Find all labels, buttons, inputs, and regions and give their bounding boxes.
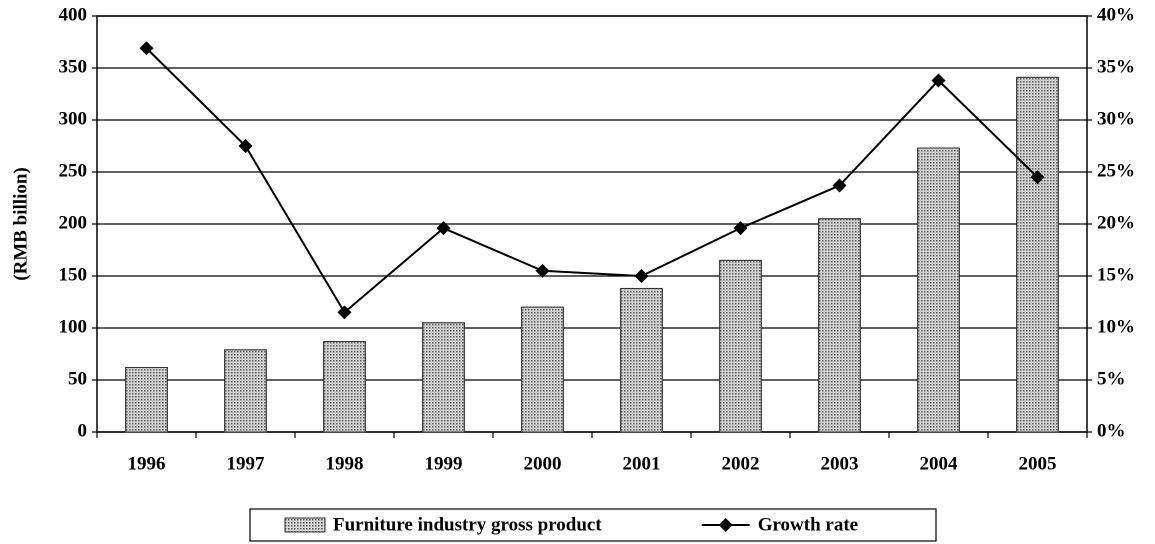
marker (1030, 170, 1045, 185)
x-tick-label: 2001 (623, 453, 661, 474)
x-tick-label: 2003 (821, 453, 859, 474)
y-tick-label: 50 (68, 368, 87, 389)
legend-box (249, 508, 937, 542)
y2-tick-label: 0% (1097, 420, 1126, 441)
x-tick-label: 2004 (920, 453, 959, 474)
marker (832, 178, 847, 193)
legend-label: Growth rate (758, 514, 858, 535)
x-tick-label: 2005 (1019, 453, 1057, 474)
bar (125, 367, 168, 433)
bar (818, 218, 861, 433)
bar (620, 287, 663, 433)
y-tick-label: 350 (59, 56, 88, 77)
bar (224, 349, 267, 433)
y-tick-label: 300 (59, 108, 88, 129)
y2-tick-label: 40% (1097, 4, 1135, 25)
x-tick-label: 1999 (425, 453, 463, 474)
bar (521, 306, 564, 433)
y-tick-label: 150 (59, 264, 88, 285)
y-tick-label: 250 (59, 160, 88, 181)
y2-tick-label: 35% (1097, 56, 1135, 77)
y2-tick-label: 5% (1097, 368, 1126, 389)
bar (1016, 76, 1059, 433)
marker (436, 221, 451, 236)
line (145, 47, 1039, 314)
x-tick-label: 2000 (524, 453, 562, 474)
y2-tick-label: 10% (1097, 316, 1135, 337)
marker (931, 73, 946, 88)
marker (139, 41, 154, 56)
marker (634, 269, 649, 283)
y2-tick-label: 30% (1097, 108, 1135, 129)
legend-swatch (284, 517, 326, 533)
bar (719, 259, 762, 433)
y-tick-label: 100 (59, 316, 88, 337)
y-axis-label: (RMB billion) (10, 167, 31, 280)
x-tick-label: 2002 (722, 453, 760, 474)
y2-tick-label: 20% (1097, 212, 1135, 233)
y-tick-label: 200 (59, 212, 88, 233)
y2-tick-label: 15% (1097, 264, 1135, 285)
y-tick-label: 0 (78, 420, 88, 441)
marker (733, 221, 748, 236)
legend-label: Furniture industry gross product (333, 514, 602, 535)
bar (917, 147, 960, 433)
x-tick-label: 1998 (326, 453, 364, 474)
x-tick-label: 1997 (227, 453, 266, 474)
legend-marker (718, 518, 733, 532)
marker (238, 139, 253, 153)
marker (337, 305, 352, 320)
y-tick-label: 400 (59, 4, 88, 25)
marker (535, 263, 550, 278)
x-tick-label: 1996 (128, 453, 166, 474)
bar (422, 322, 465, 433)
y2-tick-label: 25% (1097, 160, 1135, 181)
bar (323, 341, 366, 433)
